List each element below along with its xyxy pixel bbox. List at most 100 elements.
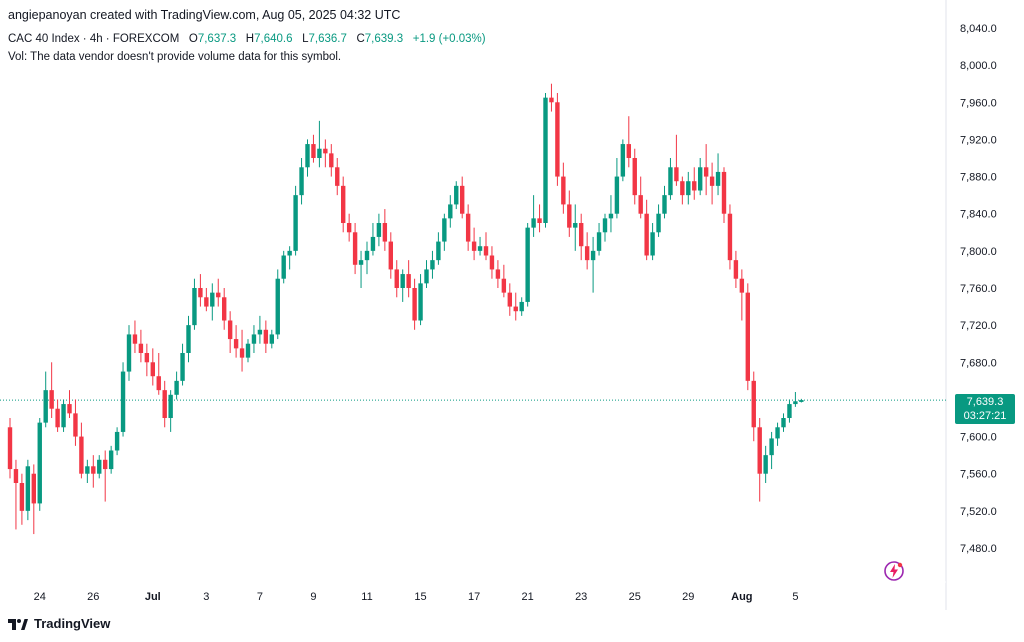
symbol-name[interactable]: CAC 40 Index · 4h · FOREXCOM [8, 33, 180, 45]
candle-body [721, 171, 727, 214]
candle [329, 144, 334, 177]
candle [751, 371, 756, 442]
candle-body [477, 246, 483, 251]
candle-body [269, 334, 274, 344]
candle-body [364, 250, 370, 261]
candle-body [376, 223, 382, 237]
tradingview-logo-icon [8, 618, 28, 630]
candle [537, 204, 542, 233]
candle [579, 213, 584, 261]
candle-body [489, 255, 495, 270]
candle-body [662, 195, 667, 214]
candle-body [299, 167, 304, 196]
candle-body [120, 371, 126, 432]
candle [567, 190, 572, 237]
x-tick-label: 9 [310, 591, 316, 603]
flash-icon[interactable] [883, 560, 905, 582]
candle-body [590, 250, 596, 261]
y-tick-label: 7,880.0 [960, 172, 997, 184]
candle [346, 213, 352, 242]
tradingview-footer[interactable]: TradingView [8, 616, 110, 631]
candle [513, 292, 518, 321]
candle [471, 227, 477, 261]
candle-body [311, 144, 316, 158]
candle [49, 362, 54, 418]
candle [709, 162, 715, 205]
candle-body [216, 292, 221, 298]
x-tick-label: 26 [87, 591, 99, 603]
candle-body [85, 466, 90, 474]
candle [97, 455, 102, 479]
candle [668, 158, 673, 200]
candle [245, 339, 251, 363]
candle [335, 158, 340, 196]
candle [204, 288, 209, 312]
candle-body [739, 278, 745, 293]
candle-body [644, 213, 649, 256]
candle-body [25, 466, 31, 511]
candle [108, 445, 114, 474]
candle-body [692, 181, 697, 191]
candle [216, 278, 221, 307]
candle [323, 139, 328, 168]
candle [388, 232, 393, 279]
price-axis[interactable]: 7,480.07,520.07,560.07,600.07,640.07,680… [960, 23, 997, 555]
candle [79, 422, 84, 479]
candle [555, 93, 560, 186]
candle-body [733, 260, 739, 279]
candle-body [549, 97, 554, 103]
x-tick-label: 29 [682, 591, 694, 603]
candle [525, 223, 530, 307]
candle-body [775, 427, 780, 439]
candle [799, 398, 804, 403]
candle-body [442, 218, 447, 242]
candle [37, 418, 42, 511]
candle-body [727, 213, 733, 261]
candle-body [632, 158, 637, 196]
y-tick-label: 7,560.0 [960, 469, 997, 481]
y-tick-label: 7,920.0 [960, 134, 997, 146]
candle-body [156, 376, 161, 391]
candle-body [222, 297, 227, 321]
candle-body [19, 483, 25, 511]
candle-body [79, 436, 84, 474]
candle [608, 195, 614, 233]
candle [120, 362, 126, 437]
candle [727, 204, 733, 270]
candle [590, 236, 596, 293]
x-tick-label: 11 [361, 591, 372, 603]
candle [305, 139, 310, 177]
candle-body [709, 176, 715, 186]
candle-body [424, 269, 429, 284]
time-axis[interactable]: 24 26 Jul 3 7 9 11 15 17 21 23 25 29 Aug 5 [34, 591, 799, 603]
candle [126, 325, 132, 381]
candle [436, 232, 441, 265]
candle [364, 241, 370, 275]
y-tick-label: 7,960.0 [960, 97, 997, 109]
candle [620, 139, 626, 182]
candle-body [275, 278, 280, 335]
candle-body [650, 232, 655, 256]
candle [448, 195, 453, 228]
y-tick-label: 7,520.0 [960, 506, 997, 518]
candle [602, 213, 608, 242]
candle-body [239, 348, 245, 358]
candle [376, 213, 382, 247]
x-tick-label: Jul [145, 591, 161, 603]
candle [477, 236, 483, 256]
candle-body [418, 283, 423, 321]
candle-body [257, 329, 263, 335]
candle [174, 371, 179, 400]
candle-body [745, 292, 750, 381]
candle-body [61, 404, 66, 428]
candle-body [251, 334, 257, 344]
candle-body [668, 167, 673, 196]
candle-body [346, 223, 352, 233]
candle-body [495, 269, 501, 279]
candle-body [465, 213, 471, 242]
candle-body [602, 218, 608, 233]
candle [626, 116, 631, 168]
candle [495, 260, 501, 288]
candle [454, 181, 459, 210]
